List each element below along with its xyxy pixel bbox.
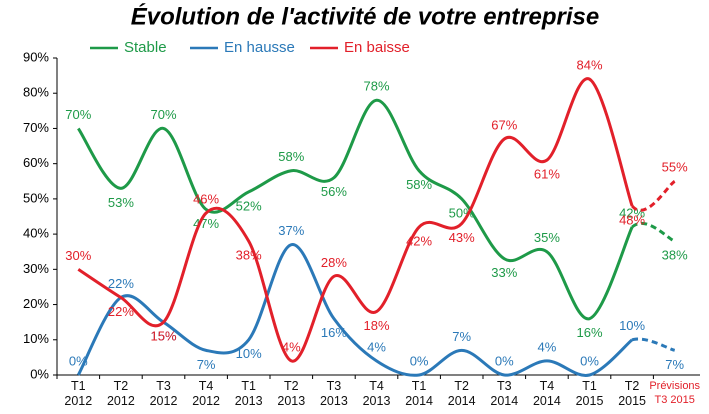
data-label: 7% <box>665 357 684 372</box>
data-label: 43% <box>449 230 475 245</box>
data-label: 4% <box>538 339 557 354</box>
data-label: 56% <box>321 184 347 199</box>
x-tick-label: T4 2012 <box>192 379 220 408</box>
x-tick-label: T2 2013 <box>277 379 306 408</box>
series-line <box>76 243 634 377</box>
y-tick-label: 30% <box>23 261 49 276</box>
legend-label: En hausse <box>224 39 295 56</box>
data-label: 84% <box>576 58 602 73</box>
data-label: 7% <box>197 357 216 372</box>
x-tick-label: T1 2014 <box>405 379 433 408</box>
data-label: 28% <box>321 255 347 270</box>
y-tick-label: 40% <box>23 226 49 241</box>
data-label: 47% <box>193 216 219 231</box>
y-tick-label: 20% <box>23 296 49 311</box>
forecast-line <box>631 221 676 243</box>
data-label: 58% <box>406 177 432 192</box>
data-label: 22% <box>108 304 134 319</box>
data-label: 55% <box>662 160 688 175</box>
y-tick-label: 70% <box>23 120 49 135</box>
data-label: 50% <box>449 205 475 220</box>
forecast-line <box>631 337 676 352</box>
data-label: 0% <box>410 353 429 368</box>
data-label: 0% <box>495 353 514 368</box>
y-tick-label: 80% <box>23 85 49 100</box>
data-label: 52% <box>236 198 262 213</box>
data-label: 78% <box>363 79 389 94</box>
data-label: 46% <box>193 191 219 206</box>
x-tick-label: Prévisions T3 2015 <box>649 380 701 406</box>
chart-title: Évolution de l'activité de votre entrepr… <box>131 2 600 30</box>
data-label: 61% <box>534 167 560 182</box>
data-label: 4% <box>282 339 301 354</box>
legend-label: Stable <box>124 39 167 56</box>
data-label: 0% <box>580 353 599 368</box>
data-label: 16% <box>321 325 347 340</box>
data-label: 37% <box>278 223 304 238</box>
data-label: 53% <box>108 195 134 210</box>
data-label: 15% <box>150 329 176 344</box>
x-tick-label: T1 2012 <box>64 379 93 408</box>
y-tick-label: 0% <box>30 366 49 381</box>
data-label: 7% <box>452 329 471 344</box>
y-tick-label: 10% <box>23 331 49 346</box>
data-label: 35% <box>534 230 560 245</box>
x-tick-label: T1 2015 <box>575 379 604 408</box>
x-tick-label: T4 2013 <box>362 379 391 408</box>
data-label: 33% <box>491 265 517 280</box>
x-tick-label: T2 2014 <box>447 379 476 408</box>
data-label: 16% <box>576 325 602 340</box>
series-line <box>77 77 634 363</box>
x-tick-label: T3 2014 <box>490 379 519 408</box>
forecast-line <box>630 179 676 212</box>
data-label: 10% <box>236 346 262 361</box>
y-tick-label: 60% <box>23 155 49 170</box>
data-label: 38% <box>662 248 688 263</box>
x-tick-label: T1 2013 <box>234 379 263 408</box>
data-label: 70% <box>65 107 91 122</box>
data-label: 18% <box>363 318 389 333</box>
series-line <box>77 98 634 321</box>
data-label: 38% <box>236 248 262 263</box>
x-tick-label: T2 2015 <box>618 379 646 408</box>
data-label: 10% <box>619 318 645 333</box>
legend-label: En baisse <box>344 39 410 56</box>
y-tick-label: 50% <box>23 190 49 205</box>
x-tick-label: T3 2012 <box>149 379 178 408</box>
x-tick-label: T3 2013 <box>319 379 348 408</box>
data-label: 70% <box>150 107 176 122</box>
x-tick-label: T2 2012 <box>106 379 135 408</box>
data-label: 42% <box>619 206 645 221</box>
data-label: 48% <box>619 212 645 227</box>
y-tick-label: 90% <box>23 49 49 64</box>
data-label: 4% <box>367 339 386 354</box>
data-label: 42% <box>406 234 432 249</box>
data-label: 30% <box>65 248 91 263</box>
data-label: 0% <box>69 353 88 368</box>
data-label: 15% <box>150 329 176 344</box>
data-label: 58% <box>278 149 304 164</box>
data-label: 22% <box>108 276 134 291</box>
data-label: 67% <box>491 117 517 132</box>
x-tick-label: T4 2014 <box>532 379 561 408</box>
